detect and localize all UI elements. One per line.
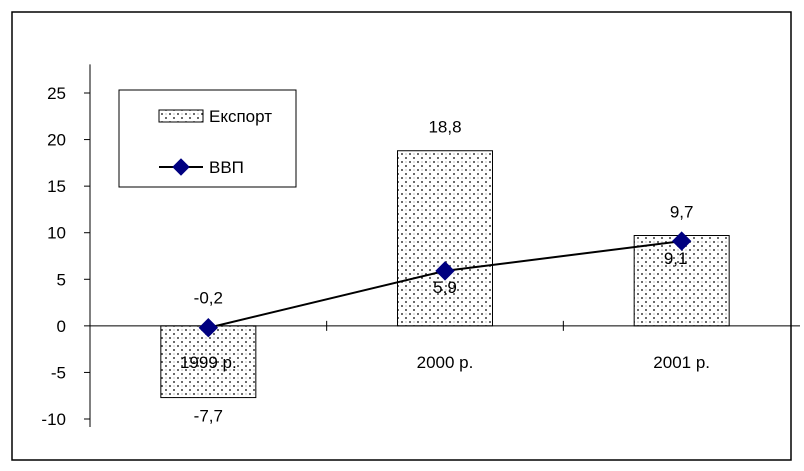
bar-value-label: 18,8 (428, 118, 461, 137)
y-tick-label: 10 (47, 224, 66, 243)
y-tick-label: 0 (57, 317, 66, 336)
y-tick-label: -5 (51, 363, 66, 382)
y-tick-label: 5 (57, 270, 66, 289)
legend-export-swatch (158, 109, 204, 123)
legend-gdp-marker (172, 158, 190, 176)
x-category-label: 1999 р. (180, 353, 237, 372)
bar-value-label: -7,7 (194, 407, 223, 426)
y-tick-label: -10 (41, 410, 66, 429)
legend-export-label: Експорт (209, 107, 272, 126)
gdp-value-label: 5,9 (433, 278, 457, 297)
y-tick-label: 20 (47, 131, 66, 150)
x-category-label: 2001 р. (653, 353, 710, 372)
gdp-marker-2 (671, 231, 692, 251)
bar-export-0 (160, 325, 257, 399)
gdp-value-label: 9,1 (664, 249, 688, 268)
gdp-value-label: -0,2 (194, 289, 223, 308)
gdp-marker-0 (198, 318, 219, 338)
y-tick-label: 15 (47, 177, 66, 196)
legend-box (118, 89, 297, 188)
bar-value-label: 9,7 (670, 203, 694, 222)
legend-gdp-label: ВВП (209, 158, 244, 177)
y-tick-label: 25 (47, 84, 66, 103)
bar-export-1 (397, 150, 493, 327)
x-category-label: 2000 р. (417, 353, 474, 372)
gdp-marker-1 (435, 261, 455, 281)
